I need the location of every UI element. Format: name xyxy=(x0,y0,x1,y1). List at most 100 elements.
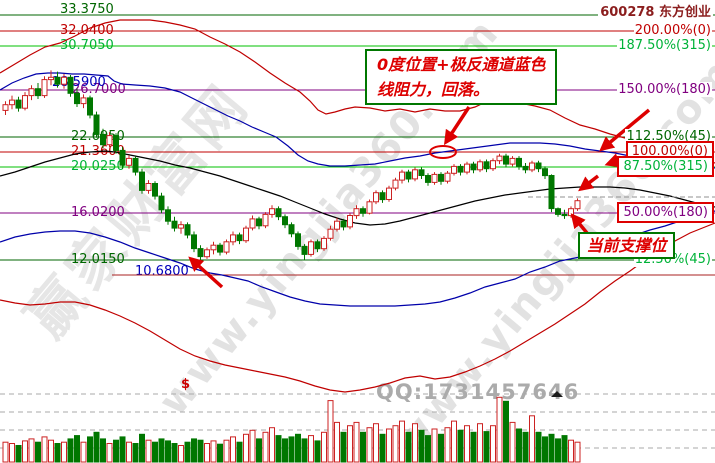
volume-bar xyxy=(275,435,282,463)
volume-bar xyxy=(360,431,366,463)
candle-body xyxy=(262,213,269,227)
candle-body xyxy=(477,161,483,171)
candle-body xyxy=(327,228,334,239)
candle-body xyxy=(67,76,74,94)
candle-body xyxy=(256,218,262,227)
dollar-marker: $ xyxy=(181,377,191,392)
volume-bar xyxy=(366,427,373,463)
middle-black-curve xyxy=(0,150,715,226)
volume-bar xyxy=(561,435,568,463)
volume-bar xyxy=(145,439,152,463)
candle-body xyxy=(2,104,9,111)
gann-percent-label-112.5045: 112.50%(45) xyxy=(625,129,712,144)
gann-percent-label-150.00180: 150.00%(180) xyxy=(617,82,712,97)
candle-body xyxy=(405,171,412,180)
candle-body xyxy=(334,220,340,230)
volume-bar xyxy=(451,420,457,463)
candle-body xyxy=(464,163,470,173)
candle-body xyxy=(243,227,249,242)
candle-body xyxy=(113,135,119,151)
volume-bar xyxy=(470,431,477,463)
volume-bar xyxy=(67,438,74,463)
resistance-note-box: 0度位置+极反通道蓝色 线阻力，回落。 xyxy=(365,49,557,105)
volume-bar xyxy=(490,425,496,463)
volume-bar xyxy=(9,443,15,463)
candle-body xyxy=(223,241,230,253)
candle-body xyxy=(288,224,295,235)
volume-bar xyxy=(113,439,119,463)
volume-bar xyxy=(41,436,48,463)
volume-bar xyxy=(542,436,548,463)
volume-bar xyxy=(457,429,464,463)
volume-bar xyxy=(535,431,542,463)
symbol-title: 600278 东方创业 xyxy=(598,1,713,20)
volume-bar xyxy=(210,440,217,463)
volume-bar xyxy=(483,431,490,463)
candle-body xyxy=(87,97,93,116)
candle-body xyxy=(249,218,256,229)
volume-bar xyxy=(191,438,197,463)
candle-body xyxy=(126,157,132,166)
volume-bar xyxy=(555,438,561,463)
volume-bar xyxy=(158,438,165,463)
volume-bar xyxy=(444,427,451,463)
volume-bar xyxy=(438,433,444,463)
upper-rail-red-curve xyxy=(0,19,715,164)
volume-bar xyxy=(223,439,230,463)
candle-body xyxy=(9,99,15,106)
candle-body xyxy=(561,213,568,217)
candle-body xyxy=(431,173,438,183)
volume-bar xyxy=(152,441,158,463)
volume-bar xyxy=(295,433,301,463)
candle-body xyxy=(470,163,477,171)
volume-bar xyxy=(54,443,61,463)
annotation-arrow-4 xyxy=(578,174,600,192)
candle-body xyxy=(106,135,113,146)
volume-bar xyxy=(2,441,9,463)
volume-bar xyxy=(496,396,503,463)
volume-bar xyxy=(379,433,386,463)
volume-bar xyxy=(321,431,327,463)
volume-bar xyxy=(269,427,275,463)
candle-body xyxy=(15,99,22,109)
candle-body xyxy=(184,224,191,236)
candle-body xyxy=(197,248,204,258)
candle-body xyxy=(171,220,178,229)
candle-body xyxy=(282,216,288,226)
candle-body xyxy=(28,88,35,97)
candle-body xyxy=(516,157,522,167)
volume-bar xyxy=(568,439,574,463)
candle-body xyxy=(61,76,67,85)
candle-body xyxy=(457,165,464,173)
candle-body xyxy=(145,183,152,191)
volume-bar xyxy=(230,436,236,463)
candle-body xyxy=(269,208,275,215)
volume-bar xyxy=(288,436,295,463)
volume-bar xyxy=(256,438,262,463)
support-note-box: 当前支撑位 xyxy=(578,232,675,259)
volume-bar xyxy=(516,428,522,463)
candle-body xyxy=(366,201,373,214)
volume-bar xyxy=(477,423,483,463)
candle-body xyxy=(308,241,314,255)
qq-watermark: QQ:1731457646 xyxy=(376,380,580,404)
annotation-arrow-1 xyxy=(443,106,471,146)
candle-body xyxy=(529,162,535,171)
candle-body xyxy=(535,162,542,170)
candle-body xyxy=(490,160,496,170)
volume-bar xyxy=(386,428,392,463)
candle-body xyxy=(22,95,28,109)
candle-body xyxy=(438,173,444,182)
volume-bar xyxy=(132,443,139,463)
candle-body xyxy=(574,200,581,210)
gann-percent-label-50.00180: 50.00%(180) xyxy=(617,202,714,223)
candle-body xyxy=(347,215,353,228)
candle-body xyxy=(451,165,457,174)
volume-bar xyxy=(412,423,418,463)
candle-body xyxy=(230,234,236,243)
volume-bar xyxy=(204,443,210,463)
candle-body xyxy=(509,157,516,165)
volume-bar xyxy=(126,441,132,463)
candle-body xyxy=(555,208,561,215)
